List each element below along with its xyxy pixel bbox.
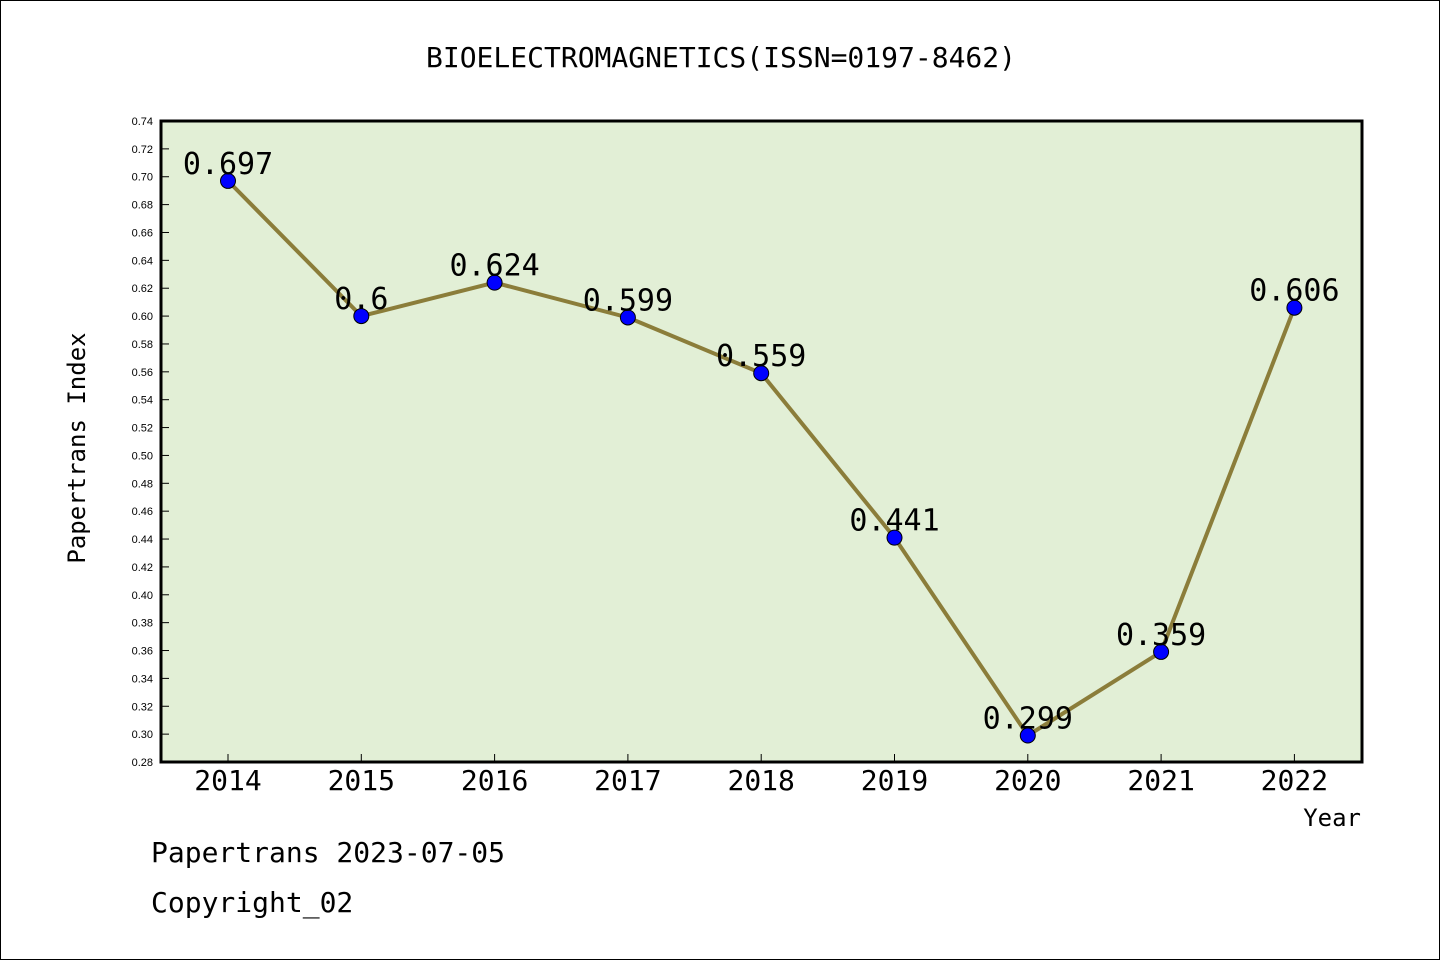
- data-point: [886, 529, 903, 546]
- data-label: 0.599: [583, 283, 673, 318]
- y-tick-label: 0.32: [132, 701, 153, 713]
- y-tick-label: 0.74: [132, 116, 153, 128]
- data-label: 0.359: [1116, 618, 1206, 653]
- y-tick-label: 0.56: [132, 367, 153, 379]
- x-tick-label: 2020: [994, 764, 1061, 797]
- y-tick-label: 0.40: [132, 590, 153, 602]
- data-label: 0.559: [716, 339, 806, 374]
- footer-source: Papertrans 2023-07-05: [151, 836, 506, 869]
- y-tick-label: 0.38: [132, 618, 153, 630]
- y-tick-label: 0.44: [132, 534, 153, 546]
- data-label: 0.6: [334, 282, 388, 317]
- y-tick-label: 0.30: [132, 729, 153, 741]
- footer-copyright: Copyright_02: [151, 886, 354, 919]
- y-tick-label: 0.70: [132, 172, 153, 184]
- series-layer: 0.697 0.6 0.624 0.599 0.559 0.441 0.299 0.359 0.…: [183, 147, 1340, 744]
- y-tick-label: 0.48: [132, 478, 153, 490]
- y-tick-label: 0.64: [132, 255, 153, 267]
- chart-title: BIOELECTROMAGNETICS(ISSN=0197-8462): [426, 41, 1016, 74]
- data-point: [1153, 643, 1170, 660]
- data-point: [753, 365, 770, 382]
- data-label: 0.624: [449, 249, 539, 284]
- data-label: 0.697: [183, 147, 273, 182]
- x-axis: 2014 2015 2016 2017 2018 2019 2020 2021 2022: [194, 754, 1328, 797]
- data-label: 0.441: [849, 504, 939, 539]
- y-tick-label: 0.34: [132, 673, 153, 685]
- y-tick-label: 0.36: [132, 646, 153, 658]
- y-tick-label: 0.58: [132, 339, 153, 351]
- y-tick-label: 0.46: [132, 506, 153, 518]
- data-point: [353, 308, 370, 325]
- x-tick-label: 2016: [461, 764, 528, 797]
- x-tick-label: 2017: [594, 764, 661, 797]
- data-point: [619, 309, 636, 326]
- y-tick-label: 0.54: [132, 395, 153, 407]
- y-tick-label: 0.42: [132, 562, 153, 574]
- x-tick-label: 2018: [727, 764, 794, 797]
- data-label: 0.299: [983, 702, 1073, 737]
- x-tick-label: 2014: [194, 764, 261, 797]
- x-axis-label: Year: [1303, 804, 1361, 832]
- y-tick-label: 0.60: [132, 311, 153, 323]
- y-tick-label: 0.52: [132, 423, 153, 435]
- x-tick-label: 2015: [328, 764, 395, 797]
- data-point: [1286, 299, 1303, 316]
- y-tick-label: 0.50: [132, 450, 153, 462]
- plot-area: [159, 119, 1364, 764]
- x-tick-label: 2022: [1261, 764, 1328, 797]
- x-tick-label: 2021: [1127, 764, 1194, 797]
- data-point: [1019, 727, 1036, 744]
- x-tick-label: 2019: [861, 764, 928, 797]
- y-tick-label: 0.68: [132, 200, 153, 212]
- y-tick-label: 0.28: [132, 757, 153, 769]
- data-point: [486, 274, 503, 291]
- y-axis: 0.28 0.30 0.32 0.34 0.36 0.38 0.40 0.42 0.44 0.46…: [132, 116, 169, 769]
- data-point: [220, 172, 236, 189]
- data-label: 0.606: [1249, 274, 1339, 309]
- y-tick-label: 0.62: [132, 283, 153, 295]
- y-axis-label: Papertrans Index: [63, 332, 91, 563]
- y-tick-label: 0.66: [132, 227, 153, 239]
- y-tick-label: 0.72: [132, 144, 153, 156]
